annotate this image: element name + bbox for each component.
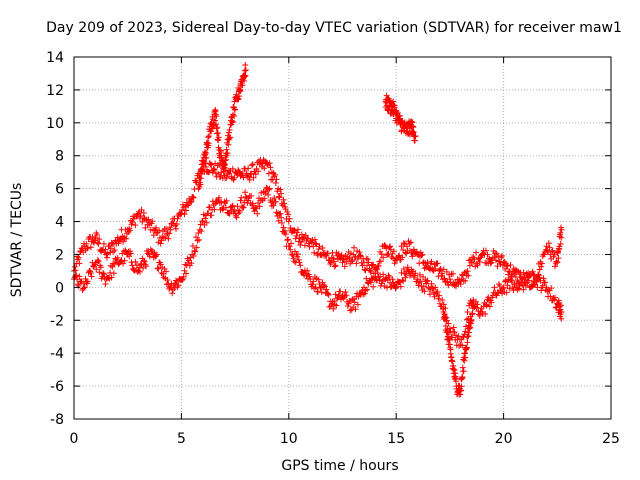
y-tick-label: 0 — [55, 280, 64, 296]
grid — [74, 57, 611, 419]
chart-title: Day 209 of 2023, Sidereal Day-to-day VTE… — [46, 20, 622, 36]
y-tick-label: -8 — [50, 412, 64, 428]
y-tick-label: 6 — [55, 182, 64, 198]
series-rise-segment — [195, 61, 249, 192]
x-tick-label: 0 — [70, 431, 79, 447]
x-tick-label: 25 — [602, 431, 620, 447]
x-tick-label: 10 — [280, 431, 298, 447]
plot-frame — [73, 56, 612, 420]
series-markers — [71, 156, 565, 290]
y-tick-label: 14 — [46, 50, 64, 66]
y-tick-label: -4 — [50, 346, 64, 362]
series-markers — [71, 184, 565, 349]
y-axis-label: SDTVAR / TECUs — [9, 183, 25, 298]
x-tick-label: 15 — [387, 431, 405, 447]
y-tick-label: 12 — [46, 83, 64, 99]
x-axis-label: GPS time / hours — [281, 458, 398, 474]
y-tick-label: 2 — [55, 247, 64, 263]
y-tick-label: -6 — [50, 379, 64, 395]
y-tick-label: 4 — [55, 215, 64, 231]
series-trend-upper — [71, 156, 565, 290]
x-tick-label: 20 — [495, 431, 513, 447]
y-tick-label: 10 — [46, 116, 64, 132]
series-isolated-segment — [382, 92, 419, 144]
series-markers — [382, 92, 419, 144]
series-markers — [195, 61, 249, 192]
y-tick-label: -2 — [50, 313, 64, 329]
series-trend-lower — [71, 184, 565, 349]
series-markers — [440, 296, 477, 398]
series-dip-segment — [440, 296, 477, 398]
y-tick-label: 8 — [55, 149, 64, 165]
x-tick-label: 5 — [177, 431, 186, 447]
data-points — [71, 61, 565, 398]
axis-ticks: 0 5 10 15 20 25 -8 -6 -4 -2 0 2 4 6 8 10 12 14 — [46, 50, 620, 447]
